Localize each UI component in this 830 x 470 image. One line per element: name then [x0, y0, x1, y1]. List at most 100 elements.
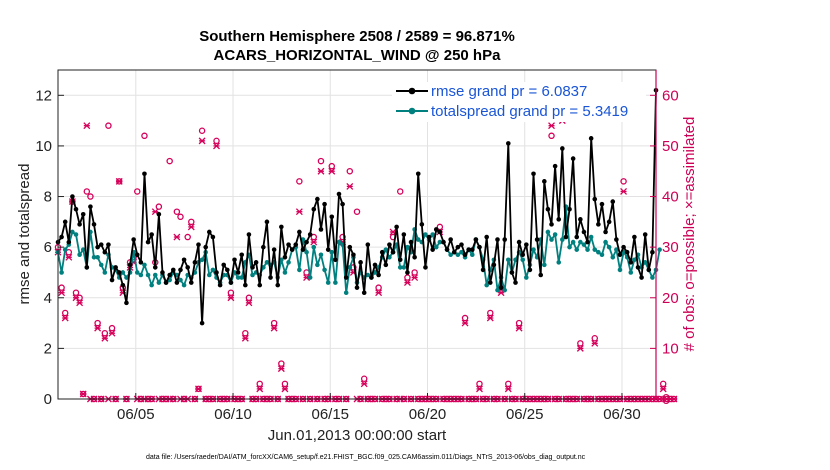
assimilated-obs-point: [108, 329, 116, 337]
rmse-point: [160, 270, 165, 275]
assimilated-obs-point: [504, 385, 512, 393]
possible-obs-point: [270, 319, 278, 327]
assimilated-obs-point: [670, 395, 678, 403]
possible-obs-point: [577, 340, 584, 347]
rmse-point: [462, 252, 468, 258]
rmse-point: [545, 206, 551, 212]
rmse-point: [484, 234, 489, 240]
assimilated-obs-point: [213, 142, 220, 150]
rmse-point: [152, 265, 158, 270]
possible-obs-point: [515, 319, 523, 327]
totalspread-point: [120, 270, 126, 275]
rmse-point: [423, 265, 428, 270]
rmse-point: [430, 247, 435, 252]
rmse-point: [174, 280, 180, 285]
rmse-point: [491, 262, 497, 268]
rmse-point: [62, 219, 68, 225]
chart-title-line2: ACARS_HORIZONTAL_WIND @ 250 hPa: [214, 47, 502, 64]
rmse-point: [516, 239, 522, 245]
possible-obs-point: [227, 289, 235, 296]
possible-obs-point: [591, 335, 599, 342]
rmse-point: [397, 257, 403, 263]
totalspread-point: [603, 239, 608, 245]
rmse-point: [275, 282, 281, 288]
totalspread-point: [578, 239, 583, 245]
rmse-point: [628, 260, 634, 265]
rmse-point: [268, 275, 273, 280]
rmse-point: [513, 280, 518, 285]
rmse-point: [401, 232, 407, 237]
rmse-point: [170, 267, 176, 273]
totalspread-point: [239, 275, 245, 280]
rmse-point: [196, 242, 201, 247]
rmse-point: [271, 247, 277, 252]
totalspread-point: [642, 260, 648, 265]
rmse-point: [549, 222, 554, 227]
totalspread-point: [588, 234, 594, 240]
possible-obs-point: [108, 324, 116, 332]
y-axis-left: 0 2 4 6 8 10 12: [35, 87, 64, 408]
rmse-point: [437, 229, 443, 235]
totalspread-point: [469, 252, 475, 258]
rmse-point: [552, 163, 558, 169]
assimilated-obs-point: [270, 324, 278, 332]
rmse-point: [80, 211, 86, 217]
rmse-point: [588, 136, 594, 141]
rmse-point: [646, 267, 652, 273]
totalspread-point: [383, 247, 389, 252]
totalspread-point: [264, 260, 270, 265]
rmse-point: [91, 222, 97, 227]
rmse-point: [639, 275, 644, 280]
rmse-point: [390, 249, 396, 255]
totalspread-point: [423, 232, 428, 237]
rmse-point: [322, 201, 327, 207]
totalspread-point: [343, 290, 349, 296]
rmse-point: [567, 206, 572, 212]
rmse-point: [257, 282, 263, 288]
rmse-point: [225, 267, 230, 273]
totalspread-point: [632, 257, 637, 263]
totalspread-point: [210, 267, 216, 273]
y-axis-right-label: # of obs: o=possible; ×=assimilated: [681, 117, 698, 352]
possible-obs-point: [317, 157, 325, 165]
rmse-point: [376, 272, 381, 278]
totalspread-point: [322, 267, 327, 273]
rmse-point: [59, 234, 64, 240]
possible-obs-point: [94, 319, 101, 327]
totalspread-point: [181, 282, 187, 288]
assimilated-obs-point: [476, 385, 483, 393]
possible-obs-point: [245, 294, 253, 302]
totalspread-point: [549, 237, 554, 242]
totalspread-point: [124, 275, 129, 280]
totalspread-point: [80, 247, 86, 252]
totalspread-point: [149, 282, 154, 288]
totalspread-point: [59, 270, 64, 275]
rmse-point: [311, 206, 317, 212]
rmse-point: [408, 239, 414, 245]
y-left-tick-label: 8: [44, 189, 52, 206]
totalspread-point: [448, 252, 453, 258]
possible-obs-point: [177, 213, 184, 221]
totalspread-point: [437, 239, 443, 245]
rmse-point: [556, 217, 562, 222]
totalspread-point: [98, 262, 104, 268]
rmse-point: [585, 239, 590, 245]
totalspread-point: [506, 257, 511, 263]
totalspread-point: [556, 260, 562, 265]
rmse-point: [109, 277, 115, 283]
assimilated-obs-point: [411, 274, 419, 281]
totalspread-point: [650, 275, 655, 280]
rmse-point: [336, 191, 342, 197]
rmse-point: [354, 285, 360, 290]
totalspread-point: [333, 280, 338, 285]
series-layer: [54, 87, 678, 403]
rmse-point: [502, 237, 507, 242]
totalspread-point: [599, 252, 605, 258]
possible-obs-point: [281, 380, 289, 388]
totalspread-point: [347, 265, 353, 270]
totalspread-point: [304, 249, 309, 255]
totalspread-point: [282, 270, 288, 275]
totalspread-point: [430, 232, 435, 237]
rmse-point: [253, 260, 259, 265]
